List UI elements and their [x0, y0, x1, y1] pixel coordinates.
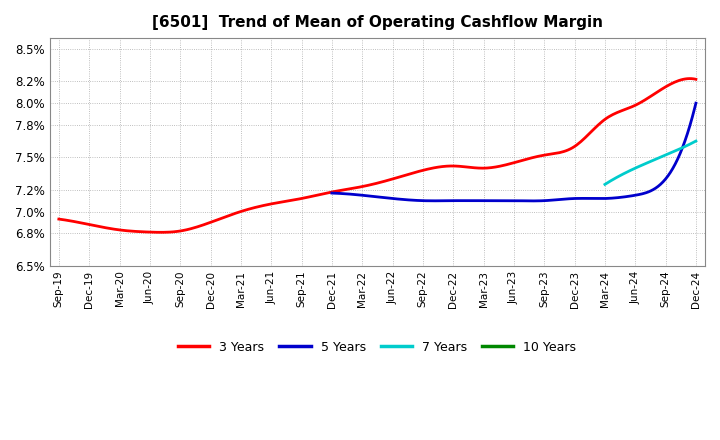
Legend: 3 Years, 5 Years, 7 Years, 10 Years: 3 Years, 5 Years, 7 Years, 10 Years: [174, 336, 582, 359]
Title: [6501]  Trend of Mean of Operating Cashflow Margin: [6501] Trend of Mean of Operating Cashfl…: [152, 15, 603, 30]
